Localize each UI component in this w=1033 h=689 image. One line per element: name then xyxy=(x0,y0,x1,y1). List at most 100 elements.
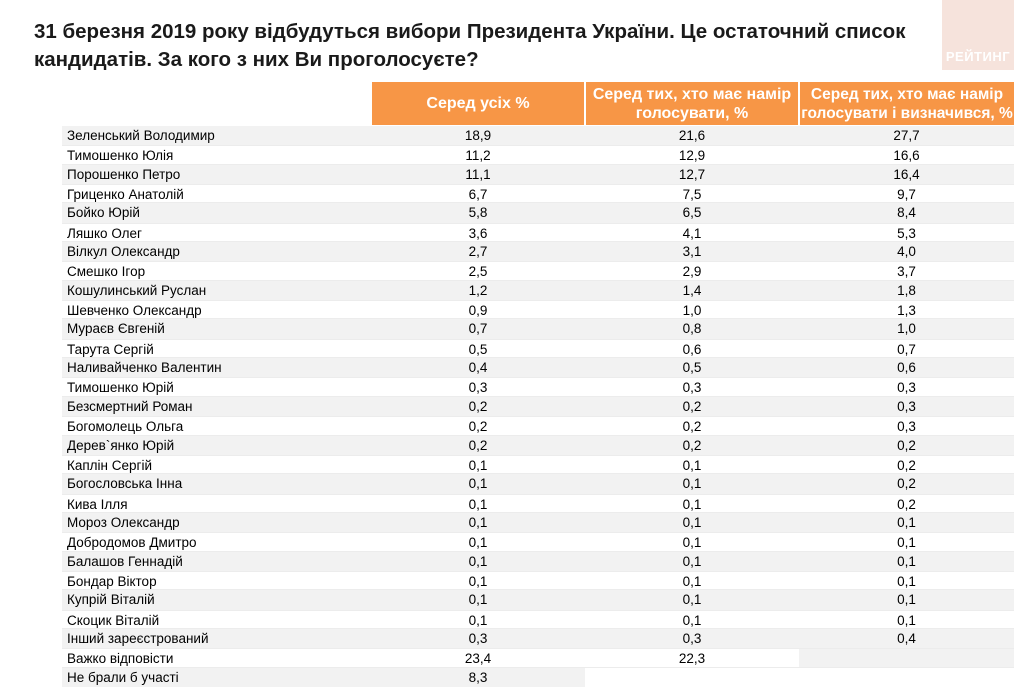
value-all: 18,9 xyxy=(371,126,585,146)
value-intend: 0,8 xyxy=(585,319,799,339)
candidate-name: Богословська Інна xyxy=(62,474,371,494)
value-decided: 0,3 xyxy=(799,377,1014,397)
table-row: Порошенко Петро 11,1 12,7 16,4 xyxy=(62,164,1014,185)
value-intend: 0,1 xyxy=(585,474,799,494)
value-intend: 0,3 xyxy=(585,377,799,397)
value-decided: 1,3 xyxy=(799,300,1014,320)
candidate-name: Скоцик Віталій xyxy=(62,609,371,629)
table-row: Ляшко Олег 3,6 4,1 5,3 xyxy=(62,222,1014,243)
value-decided: 0,3 xyxy=(799,396,1014,417)
candidate-name: Зеленський Володимир xyxy=(62,126,371,146)
candidate-name: Бондар Віктор xyxy=(62,570,371,591)
value-all: 23,4 xyxy=(371,648,585,668)
page-title: 31 березня 2019 року відбудуться вибори … xyxy=(34,20,906,71)
value-all: 0,3 xyxy=(371,628,585,649)
value-decided: 27,7 xyxy=(799,126,1014,146)
value-intend: 1,4 xyxy=(585,280,799,301)
value-all: 0,2 xyxy=(371,435,585,455)
value-all: 5,8 xyxy=(371,203,585,223)
value-intend: 0,2 xyxy=(585,435,799,455)
candidate-name: Вілкул Олександр xyxy=(62,242,371,262)
value-decided xyxy=(799,648,1014,668)
header-all: Серед усіх % xyxy=(372,82,584,125)
table-row: Смешко Ігор 2,5 2,9 3,7 xyxy=(62,261,1014,281)
value-all: 0,1 xyxy=(371,532,585,552)
value-intend: 1,0 xyxy=(585,300,799,320)
candidate-name: Каплін Сергій xyxy=(62,454,371,475)
table-row: Бондар Віктор 0,1 0,1 0,1 xyxy=(62,570,1014,591)
value-all: 0,1 xyxy=(371,590,585,610)
value-decided: 0,1 xyxy=(799,512,1014,533)
value-all: 11,1 xyxy=(371,164,585,185)
value-decided: 0,1 xyxy=(799,590,1014,610)
value-intend: 12,7 xyxy=(585,164,799,185)
candidate-name: Наливайченко Валентин xyxy=(62,358,371,378)
candidate-name: Шевченко Олександр xyxy=(62,300,371,320)
value-decided xyxy=(799,667,1014,687)
table-row: Бойко Юрій 5,8 6,5 8,4 xyxy=(62,203,1014,223)
value-intend: 0,2 xyxy=(585,416,799,436)
candidate-name: Важко відповісти xyxy=(62,648,371,668)
value-all: 0,9 xyxy=(371,300,585,320)
value-decided: 16,4 xyxy=(799,164,1014,185)
table-row: Тимошенко Юрій 0,3 0,3 0,3 xyxy=(62,377,1014,397)
value-all: 0,7 xyxy=(371,319,585,339)
candidate-name: Дерев`янко Юрій xyxy=(62,435,371,455)
table-row: Балашов Геннадій 0,1 0,1 0,1 xyxy=(62,551,1014,571)
table-row: Богомолець Ольга 0,2 0,2 0,3 xyxy=(62,416,1014,436)
value-decided: 0,3 xyxy=(799,416,1014,436)
candidate-name: Тарута Сергій xyxy=(62,338,371,359)
candidate-name: Не брали б участі xyxy=(62,667,371,687)
value-decided: 0,1 xyxy=(799,609,1014,629)
candidate-name: Мороз Олександр xyxy=(62,512,371,533)
value-intend: 0,1 xyxy=(585,493,799,513)
logo: РЕЙТИНГ xyxy=(942,0,1014,70)
candidate-name: Купрій Віталій xyxy=(62,590,371,610)
table-row: Скоцик Віталій 0,1 0,1 0,1 xyxy=(62,609,1014,629)
candidate-name: Кива Ілля xyxy=(62,493,371,513)
table-row: Не брали б участі 8,3 xyxy=(62,667,1014,687)
header-decided: Серед тих, хто має намір голосувати і ви… xyxy=(800,82,1014,125)
value-intend xyxy=(585,667,799,687)
value-all: 0,1 xyxy=(371,474,585,494)
value-all: 2,5 xyxy=(371,261,585,281)
value-decided: 0,2 xyxy=(799,474,1014,494)
candidate-name: Богомолець Ольга xyxy=(62,416,371,436)
table-row: Зеленський Володимир 18,9 21,6 27,7 xyxy=(62,126,1014,146)
value-all: 0,1 xyxy=(371,551,585,571)
value-intend: 0,1 xyxy=(585,512,799,533)
value-intend: 0,5 xyxy=(585,358,799,378)
value-intend: 7,5 xyxy=(585,184,799,204)
value-decided: 9,7 xyxy=(799,184,1014,204)
value-all: 11,2 xyxy=(371,145,585,165)
value-intend: 4,1 xyxy=(585,222,799,243)
header-intend: Серед тих, хто має намір голосувати, % xyxy=(586,82,798,125)
value-decided: 0,6 xyxy=(799,358,1014,378)
value-all: 0,2 xyxy=(371,416,585,436)
value-decided: 0,1 xyxy=(799,570,1014,591)
value-all: 0,1 xyxy=(371,570,585,591)
table-row: Важко відповісти 23,4 22,3 xyxy=(62,648,1014,668)
table-row: Вілкул Олександр 2,7 3,1 4,0 xyxy=(62,242,1014,262)
candidate-name: Балашов Геннадій xyxy=(62,551,371,571)
logo-text: РЕЙТИНГ xyxy=(945,49,1011,64)
value-all: 0,4 xyxy=(371,358,585,378)
value-all: 0,3 xyxy=(371,377,585,397)
candidate-name: Гриценко Анатолій xyxy=(62,184,371,204)
value-all: 0,5 xyxy=(371,338,585,359)
value-decided: 0,2 xyxy=(799,435,1014,455)
value-intend: 6,5 xyxy=(585,203,799,223)
candidate-name: Ляшко Олег xyxy=(62,222,371,243)
value-all: 2,7 xyxy=(371,242,585,262)
value-intend: 0,1 xyxy=(585,570,799,591)
table-row: Кива Ілля 0,1 0,1 0,2 xyxy=(62,493,1014,513)
candidate-name: Добродомов Дмитро xyxy=(62,532,371,552)
value-intend: 0,1 xyxy=(585,454,799,475)
table-row: Мороз Олександр 0,1 0,1 0,1 xyxy=(62,512,1014,533)
table-row: Купрій Віталій 0,1 0,1 0,1 xyxy=(62,590,1014,610)
value-intend: 0,6 xyxy=(585,338,799,359)
value-intend: 22,3 xyxy=(585,648,799,668)
table-row: Гриценко Анатолій 6,7 7,5 9,7 xyxy=(62,184,1014,204)
value-all: 3,6 xyxy=(371,222,585,243)
value-intend: 0,1 xyxy=(585,532,799,552)
